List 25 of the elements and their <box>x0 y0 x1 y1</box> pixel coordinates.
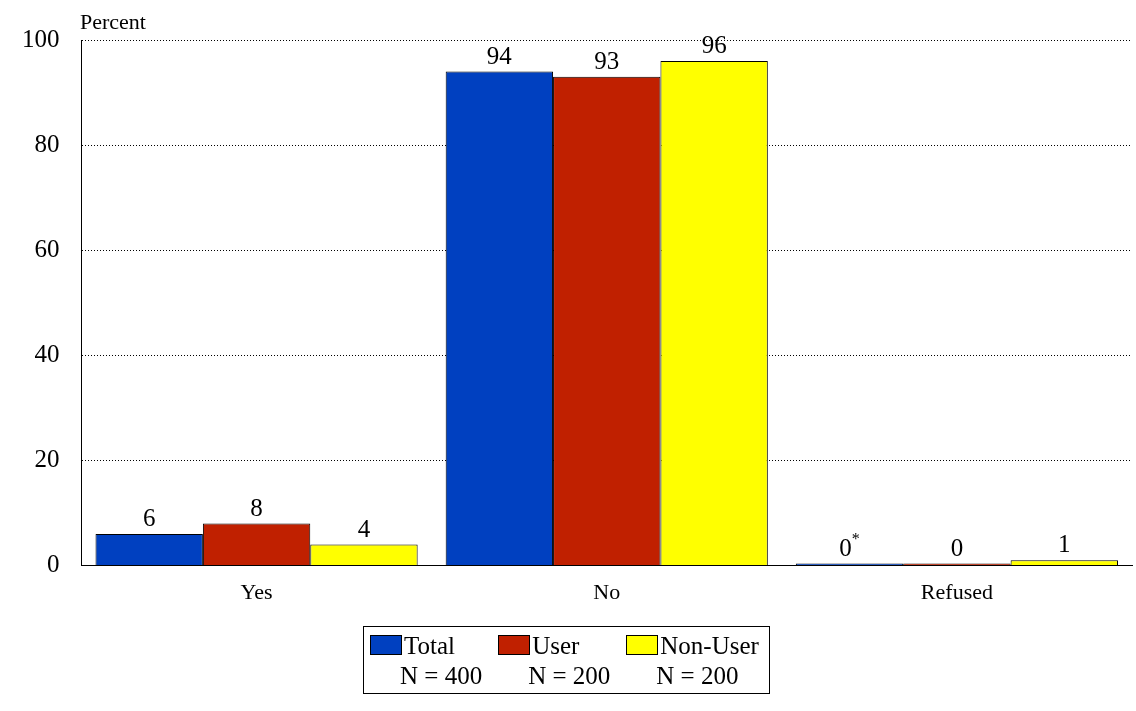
y-tick-label: 0 <box>47 550 60 578</box>
data-label: 8 <box>250 493 263 521</box>
x-tick-label: Refused <box>920 578 993 604</box>
y-tick-label: 80 <box>34 129 60 157</box>
data-label: 96 <box>701 31 727 59</box>
text: N = 400 <box>399 661 483 691</box>
data-label: 6 <box>142 504 156 532</box>
text: N = 200 <box>527 661 611 691</box>
data-label: 4 <box>357 514 371 542</box>
data-label: 93 <box>594 46 620 74</box>
y-tick-label: 100 <box>22 24 60 52</box>
data-label: 94 <box>486 41 513 69</box>
x-tick-label: No <box>593 578 621 604</box>
y-tick-label: 20 <box>34 445 60 473</box>
legend-label: Total <box>403 631 456 661</box>
x-tick-label: Yes <box>240 578 273 604</box>
data-label: 1 <box>1058 530 1071 558</box>
y-axis-title: Percent <box>80 8 146 34</box>
y-tick-label: 60 <box>34 234 60 262</box>
y-tick-label: 40 <box>34 339 60 367</box>
data-label: 0 <box>950 533 964 561</box>
data-label: 0* <box>839 529 860 561</box>
legend-label: User <box>531 631 581 661</box>
text: N = 200 <box>655 661 740 691</box>
legend-label: Non-User <box>659 631 759 661</box>
